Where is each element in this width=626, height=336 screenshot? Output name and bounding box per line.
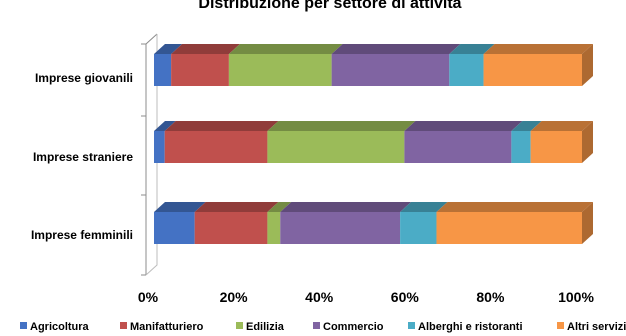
legend-item: Commercio: [313, 321, 384, 333]
legend-swatch: [408, 322, 415, 329]
bar-segment: [267, 202, 292, 244]
bar-segment: [228, 44, 343, 86]
x-tick-label: 60%: [391, 289, 420, 305]
legend-label: Agricoltura: [30, 321, 90, 333]
legend-label: Alberghi e ristoranti: [418, 321, 523, 333]
x-tick-label: 40%: [305, 289, 334, 305]
bar-segment: [164, 121, 279, 163]
bar-segment: [449, 44, 495, 86]
x-tick-label: 0%: [138, 289, 159, 305]
x-tick-label: 20%: [220, 289, 249, 305]
bar-segment: [154, 121, 176, 163]
chart-title: Distribuzione per settore di attività: [198, 0, 461, 12]
bar-segment: [267, 121, 416, 163]
bar-segment: [530, 121, 593, 163]
legend-item: Altri servizi: [557, 321, 626, 333]
bar-segment: [331, 44, 461, 86]
bar-segment: [171, 44, 240, 86]
bar-segment: [436, 202, 593, 244]
bar-segment: [280, 202, 412, 244]
bar-segment: [511, 121, 542, 163]
legend-swatch: [20, 322, 27, 329]
chart-bars: [154, 44, 593, 244]
legend-swatch: [313, 322, 320, 329]
legend-label: Commercio: [323, 321, 384, 333]
x-tick-label: 100%: [558, 289, 594, 305]
legend-label: Altri servizi: [567, 321, 626, 333]
legend-item: Manifatturiero: [120, 321, 204, 333]
category-label: Imprese giovanili: [35, 71, 133, 85]
bar-segment: [154, 44, 183, 86]
bar-segment: [483, 44, 593, 86]
legend-swatch: [236, 322, 243, 329]
category-label: Imprese femminili: [31, 228, 133, 242]
chart-axes: Imprese giovanili Imprese straniere Impres…: [31, 33, 594, 305]
legend-swatch: [557, 322, 564, 329]
legend-swatch: [120, 322, 127, 329]
legend-label: Edilizia: [246, 321, 285, 333]
chart-legend: Agricoltura Manifatturiero Edilizia Commerc…: [20, 321, 626, 333]
legend-item: Edilizia: [236, 321, 285, 333]
x-tick-label: 80%: [476, 289, 505, 305]
bar-segment: [400, 202, 448, 244]
legend-item: Alberghi e ristoranti: [408, 321, 523, 333]
legend-label: Manifatturiero: [130, 321, 204, 333]
bar-segment: [194, 202, 279, 244]
bar-segment: [154, 202, 206, 244]
back-wall-edge: [145, 34, 158, 276]
bar-segment: [404, 121, 523, 163]
legend-item: Agricoltura: [20, 321, 90, 333]
category-label: Imprese straniere: [33, 150, 133, 164]
